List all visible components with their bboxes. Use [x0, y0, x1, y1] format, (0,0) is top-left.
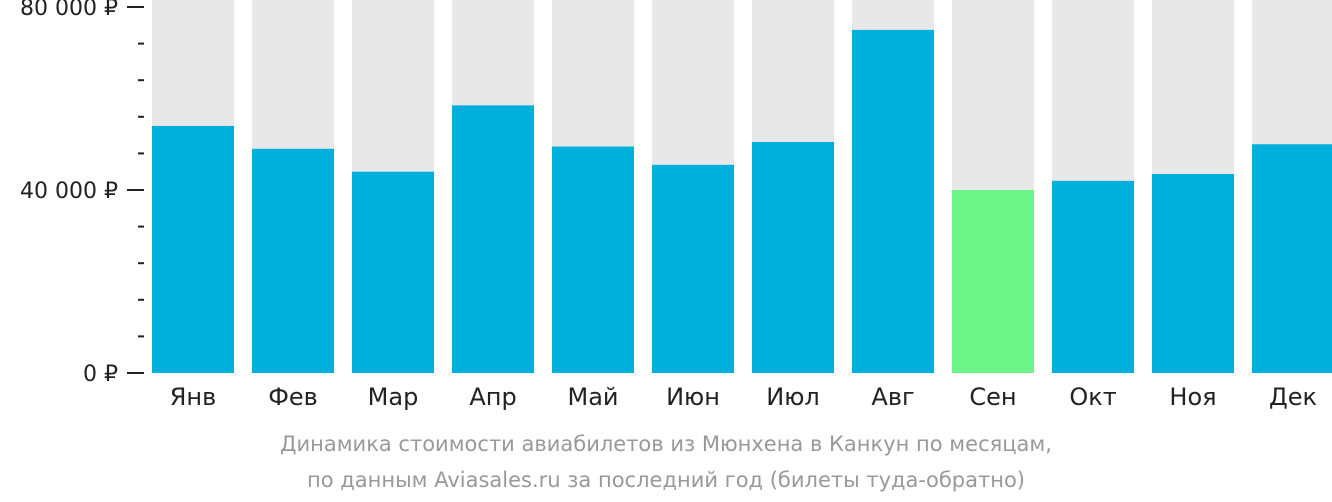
bar-4[interactable]	[452, 105, 534, 374]
x-tick-label: Май	[567, 383, 618, 411]
y-tick-label: 40 000 ₽	[20, 179, 118, 204]
y-tick-label: 0 ₽	[83, 362, 118, 387]
y-tick-label: 80 000 ₽	[20, 0, 118, 21]
x-tick-label: Июн	[666, 383, 720, 411]
x-tick-label: Окт	[1069, 383, 1116, 411]
bar-12[interactable]	[1252, 144, 1332, 373]
x-tick-label: Сен	[969, 383, 1016, 411]
x-tick-label: Янв	[170, 383, 217, 411]
bar-3[interactable]	[352, 171, 434, 373]
x-tick-label: Мар	[368, 383, 419, 411]
bar-6[interactable]	[652, 164, 734, 373]
bar-8[interactable]	[852, 29, 934, 373]
chart-caption-line-1: Динамика стоимости авиабилетов из Мюнхен…	[280, 432, 1052, 456]
x-tick-label: Фев	[268, 383, 318, 411]
bar-1[interactable]	[152, 125, 234, 373]
bar-7[interactable]	[752, 141, 834, 373]
x-tick-label: Дек	[1269, 383, 1317, 411]
chart-caption-line-2: по данным Aviasales.ru за последний год …	[307, 468, 1025, 492]
bar-10[interactable]	[1052, 180, 1134, 373]
x-tick-label: Ноя	[1169, 383, 1216, 411]
x-axis-labels: Янв Фев Мар Апр Май Июн Июл Авг Сен Окт Ноя Дек	[170, 383, 1317, 411]
bars	[152, 29, 1332, 374]
bar-11[interactable]	[1152, 173, 1234, 373]
y-axis: 0 ₽ 40 000 ₽ 80 000 ₽	[20, 0, 144, 387]
x-tick-label: Апр	[469, 383, 516, 411]
x-tick-label: Июл	[766, 383, 820, 411]
bar-9[interactable]	[952, 190, 1034, 373]
bar-2[interactable]	[252, 148, 334, 373]
x-tick-label: Авг	[871, 383, 914, 411]
bar-5[interactable]	[552, 146, 634, 373]
